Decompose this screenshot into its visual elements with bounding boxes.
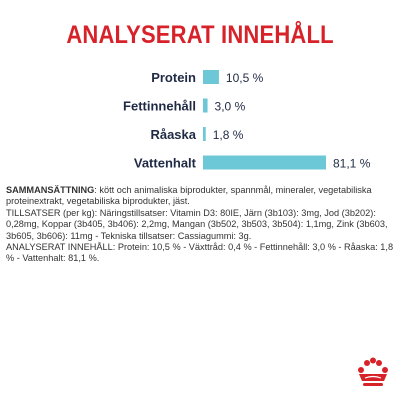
- bar: [203, 98, 208, 113]
- composition-heading: SAMMANSÄTTNING: [6, 185, 95, 195]
- value-label: 3,0 %: [215, 100, 246, 114]
- value-label: 10,5 %: [226, 71, 264, 85]
- value-label: 81,1 %: [333, 157, 371, 171]
- composition-paragraph: SAMMANSÄTTNING: kött och animaliska bipr…: [6, 185, 394, 208]
- bar: [203, 70, 219, 84]
- value-label: 1,8 %: [213, 128, 244, 142]
- analysis-text: ANALYSERAT INNEHÅLL: Protein: 10,5 % - V…: [6, 242, 394, 264]
- category-label: Råaska: [150, 127, 196, 142]
- nutrient-bar-chart: Protein 10,5 % Fettinnehåll 3,0 % Råaska 1,8 …: [123, 70, 371, 171]
- additives-text: TILLSATSER (per kg): Näringstillsatser: …: [6, 207, 388, 241]
- category-label: Fettinnehåll: [123, 99, 196, 114]
- composition-text: : kött och animaliska biprodukter, spann…: [6, 185, 372, 207]
- page-title: ANALYSERAT INNEHÅLL: [66, 21, 334, 49]
- category-label: Protein: [151, 70, 196, 85]
- bar: [203, 127, 206, 141]
- bar: [203, 155, 326, 170]
- royal-canin-crown-icon: [358, 357, 388, 386]
- category-label: Vattenhalt: [134, 156, 197, 171]
- composition-section: SAMMANSÄTTNING: kött och animaliska bipr…: [6, 185, 394, 265]
